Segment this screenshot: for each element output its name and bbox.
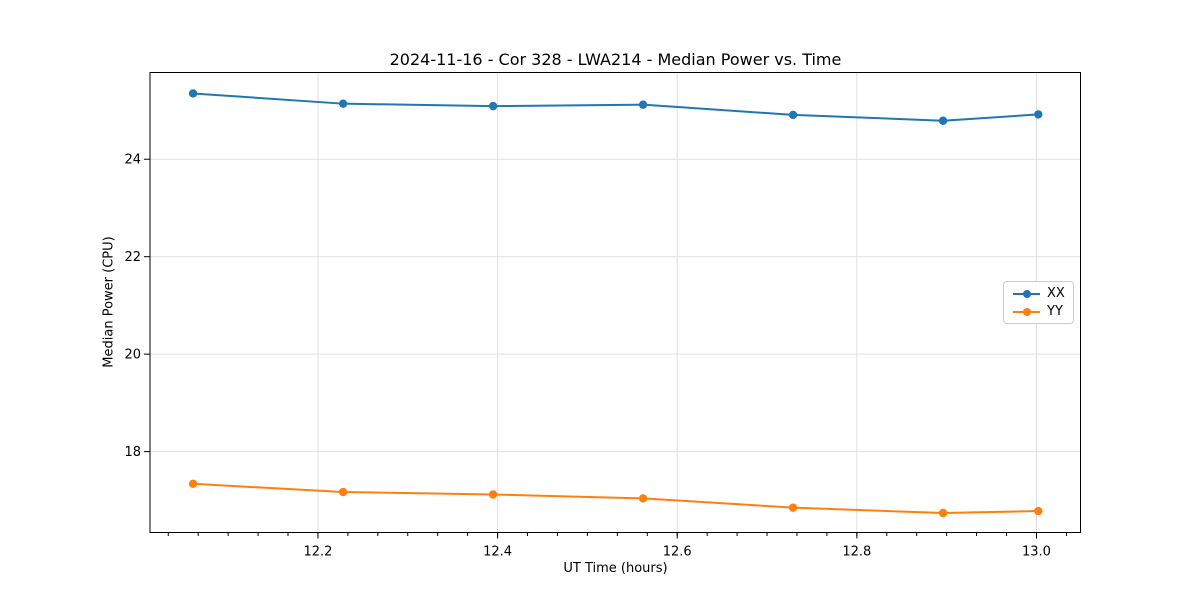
series-XX-point (338, 99, 348, 108)
series-YY-point (1034, 506, 1043, 516)
series-YY-point (338, 487, 348, 497)
series-YY-point (638, 494, 648, 503)
plot-border (149, 72, 1081, 533)
x-axis-label: UT Time (hours) (563, 561, 668, 576)
series-XX-point (788, 110, 798, 120)
legend-label: XX (1047, 286, 1065, 301)
series-XX-point (1034, 110, 1043, 119)
series-XX-point (188, 89, 198, 98)
x-tick-label: 12.6 (663, 545, 692, 560)
y-tick-label: 18 (124, 445, 141, 460)
legend-item-XX: XX (1004, 285, 1073, 302)
series-YY-line (193, 482, 1039, 515)
y-tick-label: 20 (124, 348, 141, 363)
series-XX-point (938, 116, 948, 125)
y-tick-label: 24 (124, 153, 141, 168)
series-YY-point (788, 503, 798, 512)
series-XX-point (488, 101, 498, 111)
y-axis-label: Median Power (CPU) (101, 236, 117, 368)
x-tick-label: 12.4 (483, 545, 512, 560)
series-YY-point (938, 508, 948, 518)
x-tick-label: 12.2 (303, 545, 332, 560)
series-XX-line (193, 92, 1039, 122)
legend-label: YY (1047, 304, 1063, 319)
y-tick-label: 22 (124, 250, 141, 265)
legend-marker-icon (1013, 289, 1040, 298)
series-XX-point (638, 100, 648, 109)
legend: XX YY (1003, 281, 1074, 324)
series-YY-point (188, 479, 198, 488)
legend-marker-icon (1013, 307, 1040, 316)
x-tick-label: 13.0 (1022, 545, 1051, 560)
series-YY-point (488, 490, 498, 499)
legend-item-YY: YY (1004, 303, 1073, 320)
x-tick-label: 12.8 (842, 545, 871, 560)
chart-title: 2024-11-16 - Cor 328 - LWA214 - Median P… (389, 50, 842, 69)
